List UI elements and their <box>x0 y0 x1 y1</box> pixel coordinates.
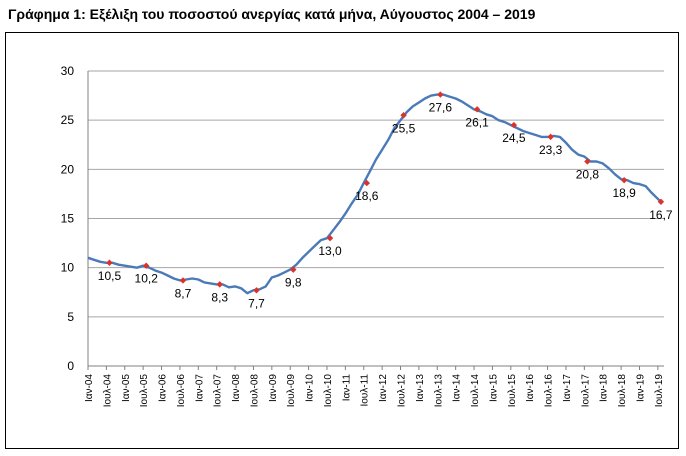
x-tick-label: Ιουλ-15 <box>507 374 518 408</box>
x-tick-label: Ιαν-07 <box>194 374 205 402</box>
data-marker <box>473 106 481 113</box>
x-tick-label: Ιαν-06 <box>158 374 169 402</box>
data-label: 13,0 <box>318 244 342 258</box>
x-tick-label: Ιουλ-08 <box>249 374 260 408</box>
x-tick-label: Ιαν-12 <box>378 374 389 402</box>
data-labels: 10,5 10,2 8,7 8,3 7,7 9,8 13,0 18,6 25,5 27,6 26,1… <box>98 101 673 311</box>
x-tick-label: Ιαν-04 <box>84 374 95 402</box>
y-tick-label: 15 <box>61 212 75 226</box>
chart-frame <box>5 32 679 449</box>
y-tick-label: 5 <box>67 310 74 324</box>
y-tick-label: 30 <box>61 64 75 78</box>
data-marker <box>253 287 260 294</box>
x-tick-label: Ιαν-17 <box>562 374 573 402</box>
data-marker <box>547 133 554 141</box>
data-label: 20,8 <box>576 167 600 181</box>
x-tick-label: Ιαν-05 <box>121 374 132 402</box>
x-axis-ticks: Ιαν-04 Ιουλ-04 Ιαν-05 Ιουλ-05 Ιαν-06 Ιουλ-06 Ι… <box>84 366 665 407</box>
data-label: 18,9 <box>612 186 636 200</box>
data-label: 18,6 <box>355 189 379 203</box>
y-tick-label: 0 <box>67 359 74 373</box>
x-tick-label: Ιουλ-12 <box>397 374 408 408</box>
x-tick-label: Ιαν-15 <box>488 374 499 402</box>
data-marker <box>510 121 518 129</box>
data-label: 10,5 <box>98 269 122 283</box>
data-label: 27,6 <box>429 101 453 115</box>
data-marker <box>363 179 371 187</box>
x-tick-label: Ιαν-19 <box>635 374 646 402</box>
data-marker <box>657 198 665 205</box>
x-tick-label: Ιουλ-05 <box>139 374 150 408</box>
gridlines <box>88 70 664 318</box>
chart-title: Γράφημα 1: Εξέλιξη του ποσοστού ανεργίας… <box>8 6 536 22</box>
data-marker <box>400 112 407 119</box>
data-label: 16,7 <box>649 208 673 222</box>
x-tick-label: Ιουλ-07 <box>213 374 224 408</box>
x-tick-label: Ιουλ-11 <box>360 374 371 407</box>
data-marker <box>179 277 187 284</box>
x-tick-label: Ιουλ-17 <box>580 374 591 408</box>
data-label: 24,5 <box>502 131 526 145</box>
x-tick-label: Ιαν-18 <box>599 374 610 402</box>
data-label: 7,7 <box>248 296 265 310</box>
data-label: 8,3 <box>211 290 228 304</box>
x-tick-label: Ιουλ-16 <box>544 374 555 408</box>
x-tick-label: Ιουλ-04 <box>102 374 113 408</box>
x-tick-label: Ιουλ-09 <box>286 374 297 408</box>
axes <box>87 71 664 367</box>
x-tick-label: Ιαν-13 <box>415 374 426 402</box>
x-tick-label: Ιουλ-06 <box>176 374 187 408</box>
data-label: 25,5 <box>392 121 416 135</box>
data-label: 23,3 <box>539 143 563 157</box>
y-tick-label: 10 <box>61 261 75 275</box>
data-marker <box>216 281 223 288</box>
x-tick-label: Ιαν-16 <box>525 374 536 402</box>
x-tick-label: Ιουλ-14 <box>470 374 481 408</box>
data-marker <box>584 158 591 165</box>
data-label: 10,2 <box>135 272 159 286</box>
data-label: 9,8 <box>285 276 302 290</box>
y-tick-label: 25 <box>61 113 75 127</box>
x-tick-label: Ιουλ-18 <box>617 374 628 408</box>
x-tick-label: Ιαν-09 <box>268 374 279 402</box>
x-tick-label: Ιαν-11 <box>341 374 352 402</box>
data-label: 8,7 <box>175 286 192 300</box>
data-marker <box>143 262 150 269</box>
data-marker <box>437 91 444 98</box>
x-tick-label: Ιουλ-13 <box>433 374 444 408</box>
data-label: 26,1 <box>465 115 489 129</box>
data-marker <box>106 259 113 266</box>
x-tick-label: Ιουλ-19 <box>654 374 665 408</box>
data-marker <box>620 176 628 184</box>
x-tick-label: Ιουλ-10 <box>323 374 334 408</box>
x-tick-label: Ιαν-14 <box>452 374 463 402</box>
y-axis-ticks: 0 5 10 15 20 25 30 <box>61 64 75 373</box>
data-markers <box>106 91 665 294</box>
x-tick-label: Ιαν-08 <box>231 374 242 402</box>
x-tick-label: Ιαν-10 <box>305 374 316 402</box>
y-tick-label: 20 <box>61 162 75 176</box>
data-marker <box>326 234 334 242</box>
data-marker <box>290 266 297 273</box>
